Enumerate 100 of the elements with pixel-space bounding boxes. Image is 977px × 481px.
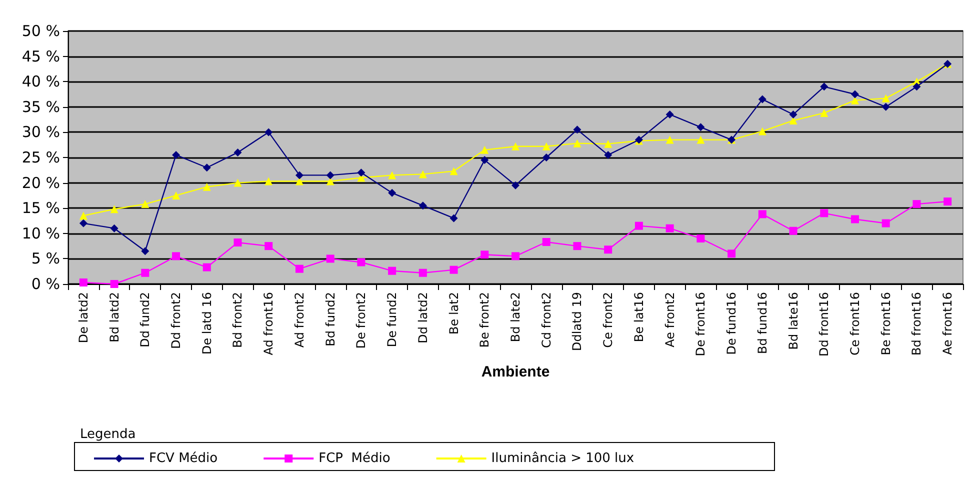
y-tick-label: 0 % <box>31 275 60 293</box>
x-tick-label: Ae front2 <box>662 292 677 348</box>
x-tick-label: Ce front2 <box>601 292 616 348</box>
point <box>912 200 921 208</box>
x-tick-label: De front2 <box>354 292 368 349</box>
point <box>418 170 427 178</box>
point <box>388 188 396 197</box>
point <box>326 171 334 180</box>
point <box>512 181 520 190</box>
x-tick-label: Bd latd2 <box>107 292 122 342</box>
point <box>480 146 489 154</box>
point <box>850 215 859 224</box>
x-tick-label: Ce front16 <box>848 292 862 356</box>
point <box>418 202 427 210</box>
point <box>944 198 952 206</box>
point <box>388 266 396 275</box>
x-tick-label: Cd front2 <box>539 292 554 348</box>
y-tick-label: 10 % <box>22 224 60 242</box>
point <box>202 263 211 272</box>
y-tick-label: 35 % <box>22 98 60 116</box>
point <box>666 110 674 118</box>
point <box>666 136 674 144</box>
point <box>79 278 88 286</box>
point <box>604 150 612 159</box>
x-tick-label: De fund16 <box>724 292 739 355</box>
point <box>295 264 304 273</box>
y-tick-label: 25 % <box>22 148 60 166</box>
point <box>758 210 766 218</box>
point <box>357 168 366 177</box>
point <box>450 266 458 274</box>
y-tick-label: 20 % <box>22 174 60 192</box>
x-tick-label: Ae front16 <box>940 292 955 356</box>
point <box>234 178 242 187</box>
point <box>789 226 798 235</box>
point <box>696 234 705 242</box>
point <box>573 242 582 250</box>
x-tick-label: De latd 16 <box>200 292 214 355</box>
legend-label: FCP Médio <box>318 451 390 466</box>
point <box>758 127 766 136</box>
point <box>512 252 520 260</box>
point <box>789 116 798 125</box>
point <box>882 94 890 102</box>
point <box>820 82 828 91</box>
x-axis-title: Ambiente <box>481 363 550 380</box>
point <box>820 209 828 218</box>
x-tick-label: Be lat16 <box>632 292 646 342</box>
x-tick-label: Dd front2 <box>169 292 184 349</box>
legend-label: FCV Médio <box>149 451 218 466</box>
point <box>480 250 489 259</box>
y-tick-label: 15 % <box>22 199 60 218</box>
point <box>172 191 180 200</box>
point <box>172 252 180 260</box>
x-tick-label: De fund2 <box>385 292 400 348</box>
point <box>234 148 242 156</box>
x-tick-label: De front16 <box>694 292 708 356</box>
point <box>850 90 859 98</box>
y-tick-label: 45 % <box>22 47 60 66</box>
point <box>758 95 766 104</box>
y-tick-label: 50 % <box>22 22 60 40</box>
y-tick-label: 5 % <box>31 250 60 268</box>
point <box>604 140 612 148</box>
point <box>326 254 334 263</box>
point <box>542 154 550 162</box>
point <box>480 156 489 164</box>
point <box>789 110 798 118</box>
point <box>79 212 88 220</box>
point <box>264 177 273 186</box>
point <box>264 128 273 136</box>
point <box>110 224 118 232</box>
point <box>634 222 643 230</box>
point <box>573 126 582 134</box>
x-tick-label: Dd front16 <box>817 292 832 356</box>
x-tick-label: Dd fund2 <box>138 292 152 348</box>
point <box>696 136 705 144</box>
y-tick-label: 40 % <box>22 72 60 91</box>
point <box>295 171 304 180</box>
point <box>202 164 211 172</box>
point <box>542 238 550 246</box>
x-tick-label: Be lat2 <box>446 292 461 334</box>
legend-title: Legenda <box>80 427 136 442</box>
x-tick-label: Ad front16 <box>262 292 276 356</box>
point <box>357 258 366 266</box>
point <box>882 219 890 228</box>
point <box>912 82 921 91</box>
x-tick-label: Ddlatd 19 <box>570 292 584 351</box>
point <box>388 171 396 180</box>
point <box>234 238 242 247</box>
x-tick-label: Be front16 <box>878 292 893 356</box>
point <box>512 142 520 150</box>
point <box>110 280 118 288</box>
x-tick-label: Ad front2 <box>292 292 306 348</box>
x-tick-label: De latd2 <box>76 292 90 344</box>
point <box>141 200 150 208</box>
point <box>110 205 118 214</box>
point <box>542 142 550 150</box>
x-tick-label: Bd late16 <box>786 292 800 350</box>
y-tick-label: 30 % <box>22 123 60 142</box>
point <box>882 102 890 111</box>
point <box>79 219 88 228</box>
point <box>573 139 582 148</box>
